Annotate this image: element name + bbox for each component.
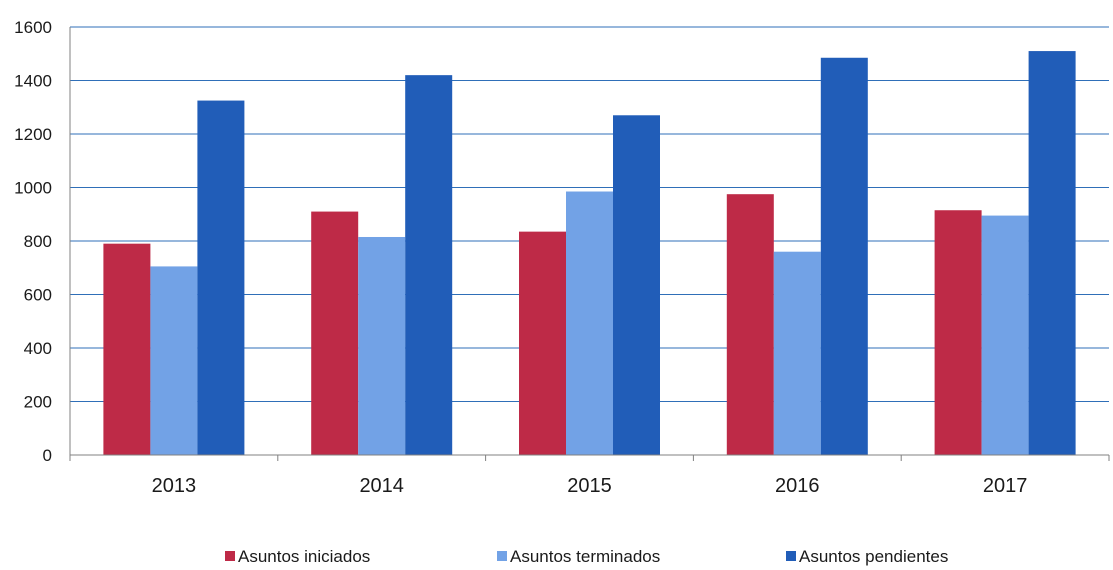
x-tick-label: 2017	[983, 475, 1028, 497]
legend-swatch	[497, 551, 507, 561]
axes: 0 200 400 600 800 1000 1200 1400 1600 2013 2014 201…	[14, 18, 1110, 497]
bar	[519, 231, 566, 455]
bars	[103, 51, 1076, 456]
y-tick-label: 1400	[14, 72, 52, 91]
bar	[405, 75, 453, 456]
bar	[981, 215, 1029, 455]
y-tick-label: 200	[24, 393, 52, 412]
bar	[820, 57, 868, 455]
y-tick-label: 800	[24, 232, 52, 251]
y-tick-label: 1600	[14, 18, 52, 37]
legend-label: Asuntos iniciados	[238, 547, 370, 566]
y-tick-label: 1000	[14, 179, 52, 198]
bar	[197, 100, 245, 455]
legend-label: Asuntos terminados	[510, 547, 660, 566]
y-tick-label: 0	[43, 446, 52, 465]
bar	[1028, 51, 1076, 455]
bar	[773, 251, 821, 455]
legend-label: Asuntos pendientes	[799, 547, 948, 566]
bar	[566, 191, 613, 455]
legend-swatch	[225, 551, 235, 561]
bar	[150, 266, 198, 455]
y-tick-label: 600	[24, 286, 52, 305]
legend: Asuntos iniciados Asuntos terminados Asunt…	[225, 547, 948, 566]
bar	[934, 210, 982, 455]
bar	[613, 115, 660, 456]
bar	[726, 194, 774, 455]
x-tick-label: 2016	[775, 475, 820, 497]
x-tick-label: 2015	[567, 475, 612, 497]
bar	[311, 211, 359, 455]
bar	[103, 243, 151, 455]
y-tick-label: 400	[24, 339, 52, 358]
legend-swatch	[786, 551, 796, 561]
x-tick-label: 2013	[152, 475, 197, 497]
x-tick-label: 2014	[359, 475, 404, 497]
y-tick-label: 1200	[14, 125, 52, 144]
bar	[358, 236, 406, 455]
